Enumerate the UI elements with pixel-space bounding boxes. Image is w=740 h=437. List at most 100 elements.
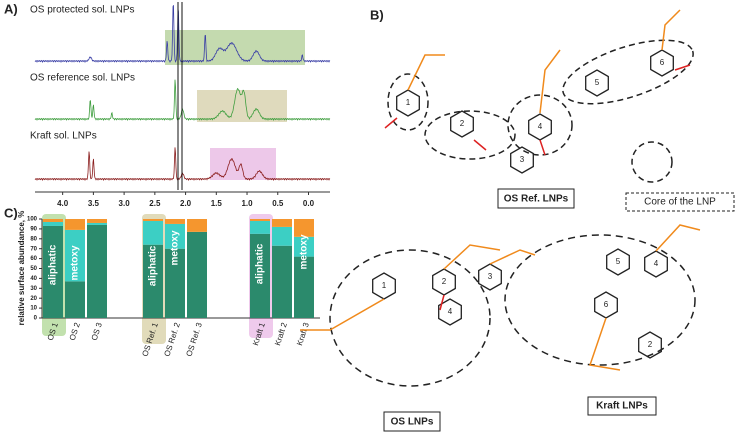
label-box [587, 396, 657, 416]
y-tick-label: 20 [30, 296, 37, 302]
label-box [625, 192, 735, 212]
x-tick-label: 2.5 [149, 199, 161, 208]
ring [650, 49, 674, 77]
spectrum-label: Kraft sol. LNPs [30, 131, 97, 142]
ring [450, 110, 474, 138]
y-tick-label: 60 [30, 256, 37, 262]
legend-label: Core of the LNP [644, 197, 716, 208]
ring [478, 263, 502, 291]
ring [510, 146, 534, 174]
x-tick-label: 3.0 [119, 199, 131, 208]
ring-number: 1 [406, 98, 411, 107]
bar-segment [65, 219, 85, 230]
highlight [197, 90, 287, 122]
dashed-region [562, 39, 694, 105]
bar-segment [43, 225, 63, 318]
x-tick-label: OS 3 [90, 321, 104, 342]
bar-annotation: aliphatic [148, 245, 159, 286]
methoxy [439, 294, 445, 311]
x-tick-label: 3.5 [88, 199, 100, 208]
bar-segment [272, 226, 292, 246]
substituent [661, 9, 681, 51]
substituent [589, 317, 621, 371]
bar-annotation: metoxy [70, 245, 81, 280]
ring [396, 89, 420, 117]
ring [644, 250, 668, 278]
bar-segment [250, 219, 270, 221]
label-box [383, 411, 441, 432]
ring-number: 4 [448, 307, 453, 316]
y-tick-label: 80 [30, 236, 37, 242]
ring-number: 4 [538, 122, 543, 131]
highlight [210, 148, 276, 180]
bar-segment [272, 245, 292, 318]
ring-number: 6 [660, 58, 665, 67]
bar-segment [87, 224, 107, 318]
ring-number: 2 [648, 340, 653, 349]
methoxy [539, 139, 546, 156]
bar-segment [187, 219, 207, 232]
bar-segment [165, 219, 185, 224]
dashed-region [507, 94, 573, 156]
dashed-region [329, 249, 491, 387]
bar-segment [43, 219, 63, 222]
ring-number: 3 [520, 155, 525, 164]
bar-segment [143, 244, 163, 318]
y-tick-label: 100 [27, 217, 38, 223]
bar-segment [294, 219, 314, 237]
ring-number: 3 [488, 272, 493, 281]
bar-segment [250, 220, 270, 234]
x-tick-label: 4.0 [57, 199, 69, 208]
substituent [407, 54, 445, 91]
x-tick-label: 1.5 [211, 199, 223, 208]
x-tick-label: 1.0 [241, 199, 253, 208]
y-tick-label: 40 [30, 276, 37, 282]
core-circle [631, 141, 673, 183]
y-tick-label: 90 [30, 226, 37, 232]
bar-segment [87, 219, 107, 223]
ring-number: 4 [654, 259, 659, 268]
y-tick-label: 70 [30, 246, 37, 252]
ring-number: 2 [460, 119, 465, 128]
bar-annotation: aliphatic [48, 244, 59, 285]
bar-annotation: aliphatic [255, 243, 266, 284]
ring-number: 2 [442, 277, 447, 286]
spectrum-label: OS protected sol. LNPs [30, 5, 135, 16]
substituent [655, 224, 701, 252]
bar-segment [294, 256, 314, 318]
x-tick-label: OS Ref. 3 [184, 321, 204, 358]
y-tick-label: 50 [30, 266, 37, 272]
methoxy [473, 139, 487, 151]
structure-label: OS Ref. LNPs [504, 194, 569, 205]
y-tick-label: 0 [34, 316, 38, 322]
panel-label: A) [4, 1, 18, 16]
y-axis-label: relative surface abundance, % [17, 211, 26, 326]
dashed-region [387, 73, 429, 131]
bar-segment [250, 233, 270, 318]
ring-number: 6 [604, 300, 609, 309]
bar-segment [87, 222, 107, 225]
bar-segment [294, 236, 314, 257]
bar-segment [165, 248, 185, 318]
substituent [489, 249, 536, 265]
spectrum-label: OS reference sol. LNPs [30, 73, 135, 84]
structure-label: OS LNPs [391, 417, 434, 428]
x-tick-label: Kraft 3 [295, 321, 311, 347]
substituent [300, 298, 385, 331]
bar-segment [272, 219, 292, 227]
x-tick-label: 2.0 [180, 199, 192, 208]
highlight [165, 30, 305, 65]
methoxy [384, 117, 398, 129]
ring [638, 331, 662, 359]
bar-segment [165, 223, 185, 249]
x-tick-label: 0.5 [272, 199, 284, 208]
y-tick-label: 30 [30, 286, 37, 292]
ring [585, 69, 609, 97]
label-box [497, 188, 575, 209]
x-tick-label: Kraft 2 [273, 321, 289, 347]
substituent [443, 244, 501, 270]
x-tick-label: 0.0 [303, 199, 315, 208]
panel-label: C) [4, 205, 18, 220]
ring [606, 248, 630, 276]
